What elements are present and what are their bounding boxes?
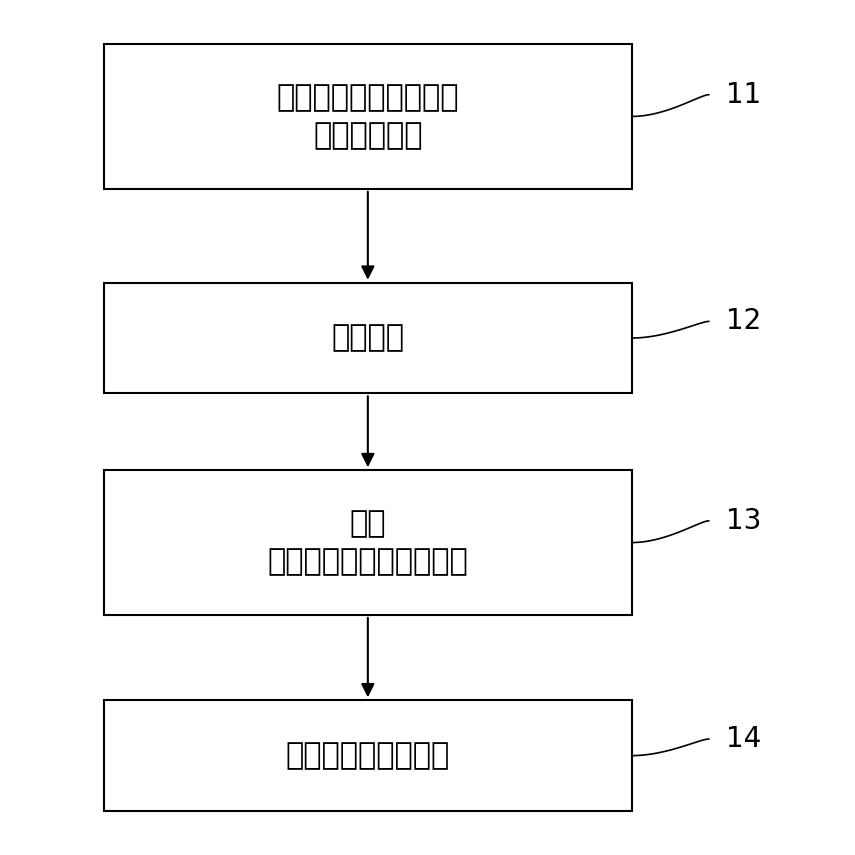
Text: 11: 11 bbox=[726, 80, 761, 109]
Text: 确定
第一欧拉角和第二欧拉角: 确定 第一欧拉角和第二欧拉角 bbox=[268, 509, 469, 576]
Text: 融合得到融合欧拉角: 融合得到融合欧拉角 bbox=[286, 741, 450, 770]
Text: 14: 14 bbox=[726, 725, 761, 753]
Text: 获取角速度、加速度和
磁场强度信息: 获取角速度、加速度和 磁场强度信息 bbox=[277, 83, 459, 150]
Text: 12: 12 bbox=[726, 308, 761, 335]
Text: 实时补偿: 实时补偿 bbox=[332, 323, 404, 352]
Text: 13: 13 bbox=[726, 507, 761, 535]
FancyBboxPatch shape bbox=[103, 283, 632, 393]
FancyBboxPatch shape bbox=[103, 700, 632, 811]
FancyBboxPatch shape bbox=[103, 44, 632, 189]
FancyBboxPatch shape bbox=[103, 470, 632, 615]
